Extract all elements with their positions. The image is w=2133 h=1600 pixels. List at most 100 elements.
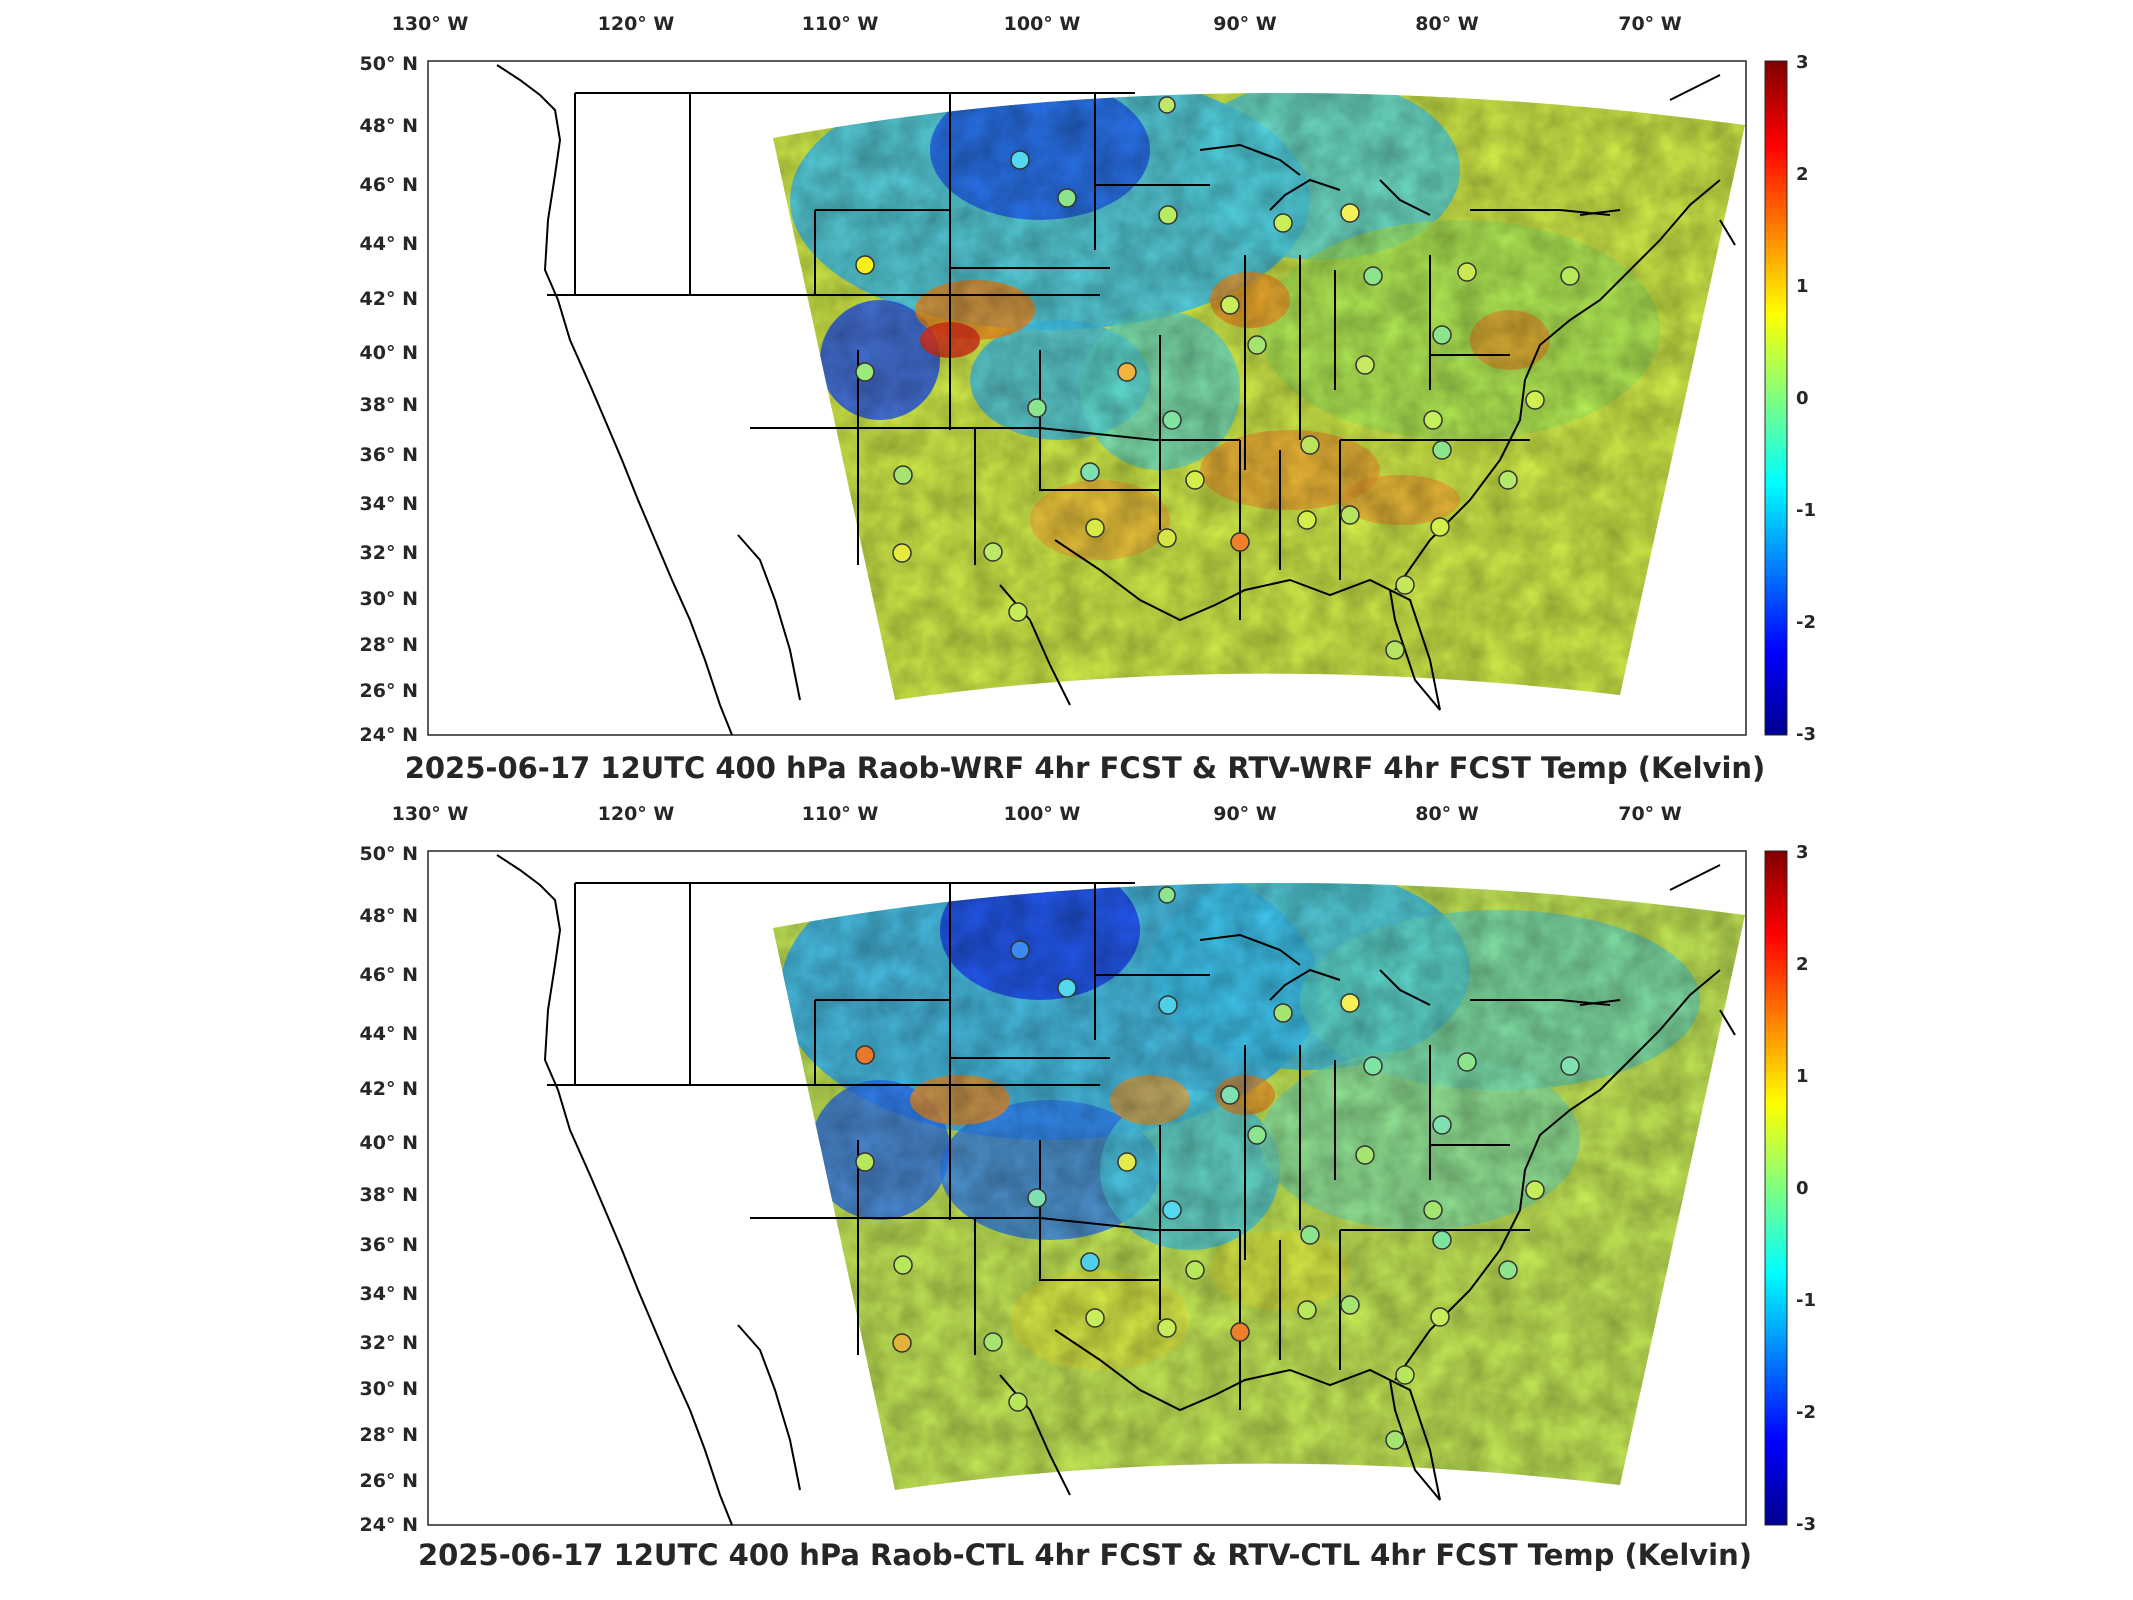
colorbar-tick-label: 2 <box>1796 164 1809 185</box>
station-marker <box>1158 886 1176 904</box>
station-marker <box>1085 1308 1105 1328</box>
colorbar-tick-label: 2 <box>1796 954 1809 975</box>
station-marker <box>1117 1152 1137 1172</box>
station-marker <box>1300 435 1320 455</box>
station-marker <box>1340 1295 1360 1315</box>
station-marker <box>1008 602 1028 622</box>
lat-tick-label: 32° N <box>360 542 418 564</box>
colorbar-tick-label: 1 <box>1796 1066 1809 1087</box>
lat-tick-label: 42° N <box>360 1078 418 1100</box>
station-marker <box>1185 1260 1205 1280</box>
station-marker <box>1395 1365 1415 1385</box>
station-marker <box>1457 1052 1477 1072</box>
station-marker <box>1010 940 1030 960</box>
colorbar-tick-label: -3 <box>1796 1514 1816 1535</box>
temperature-difference-field <box>773 92 1745 700</box>
station-marker <box>1355 355 1375 375</box>
station-marker <box>1423 410 1443 430</box>
station-marker <box>1363 266 1383 286</box>
station-marker <box>1027 398 1047 418</box>
station-marker <box>1395 575 1415 595</box>
lat-tick-label: 38° N <box>360 394 418 416</box>
lat-tick-label: 26° N <box>360 680 418 702</box>
station-marker <box>855 362 875 382</box>
colorbar-tick-label: -3 <box>1796 724 1816 745</box>
station-marker <box>1340 203 1360 223</box>
lat-tick-label: 46° N <box>360 174 418 196</box>
lon-tick-label: 130° W <box>392 803 469 825</box>
longitude-ticks: 130° W 120° W 110° W 100° W 90° W 80° W … <box>392 13 1682 35</box>
station-marker <box>1230 532 1250 552</box>
station-marker <box>1340 505 1360 525</box>
station-marker <box>1432 1115 1452 1135</box>
station-marker <box>1457 262 1477 282</box>
panel-title: 2025-06-17 12UTC 400 hPa Raob-CTL 4hr FC… <box>418 1538 1752 1572</box>
lat-tick-label: 40° N <box>360 342 418 364</box>
lat-tick-label: 28° N <box>360 634 418 656</box>
colorbar-tick-label: 0 <box>1796 388 1809 409</box>
station-marker <box>1297 1300 1317 1320</box>
station-marker <box>1432 1230 1452 1250</box>
colorbar-tick-label: 1 <box>1796 276 1809 297</box>
station-marker <box>855 1152 875 1172</box>
lat-tick-label: 26° N <box>360 1470 418 1492</box>
lat-tick-label: 46° N <box>360 964 418 986</box>
station-marker <box>983 542 1003 562</box>
station-marker <box>1162 410 1182 430</box>
station-marker <box>1080 462 1100 482</box>
station-marker <box>1220 295 1240 315</box>
station-marker <box>893 465 913 485</box>
lat-tick-label: 48° N <box>360 115 418 137</box>
station-marker <box>892 1333 912 1353</box>
raob-stations <box>855 96 1580 660</box>
lat-tick-label: 28° N <box>360 1424 418 1446</box>
lon-tick-label: 90° W <box>1213 13 1277 35</box>
station-marker <box>1027 1188 1047 1208</box>
station-marker <box>1162 1200 1182 1220</box>
panel-top: 130° W 120° W 110° W 100° W 90° W 80° W … <box>360 13 1816 785</box>
lat-tick-label: 44° N <box>360 233 418 255</box>
coastline-and-borders <box>496 64 1736 736</box>
station-marker <box>893 1255 913 1275</box>
lat-tick-label: 30° N <box>360 588 418 610</box>
colorbar-tick-label: 0 <box>1796 1178 1809 1199</box>
lat-tick-label: 42° N <box>360 288 418 310</box>
station-marker <box>1158 96 1176 114</box>
station-marker <box>1385 640 1405 660</box>
lon-tick-label: 120° W <box>598 803 675 825</box>
station-marker <box>1430 517 1450 537</box>
station-marker <box>1157 528 1177 548</box>
coastline-and-borders <box>496 854 1736 1526</box>
lat-tick-label: 32° N <box>360 1332 418 1354</box>
station-marker <box>1158 205 1178 225</box>
station-marker <box>1057 188 1077 208</box>
station-marker <box>983 1332 1003 1352</box>
lon-tick-label: 130° W <box>392 13 469 35</box>
station-marker <box>1247 1125 1267 1145</box>
station-marker <box>855 255 875 275</box>
station-marker <box>1185 470 1205 490</box>
station-marker <box>1085 518 1105 538</box>
lon-tick-label: 80° W <box>1415 13 1479 35</box>
station-marker <box>1273 1003 1293 1023</box>
longitude-ticks: 130° W 120° W 110° W 100° W 90° W 80° W … <box>392 803 1682 825</box>
station-marker <box>1432 325 1452 345</box>
lat-tick-label: 24° N <box>360 724 418 746</box>
station-marker <box>1385 1430 1405 1450</box>
colorbar-tick-label: 3 <box>1796 842 1809 863</box>
colorbar-tick-label: -2 <box>1796 612 1816 633</box>
lat-tick-label: 48° N <box>360 905 418 927</box>
station-marker <box>1157 1318 1177 1338</box>
lat-tick-label: 50° N <box>360 53 418 75</box>
station-marker <box>1300 1225 1320 1245</box>
colorbar: 3 2 1 0 -1 -2 -3 <box>1764 52 1816 745</box>
station-marker <box>855 1045 875 1065</box>
temperature-difference-field <box>773 882 1745 1490</box>
colorbar-tick-label: -2 <box>1796 1402 1816 1423</box>
station-marker <box>1010 150 1030 170</box>
lat-tick-label: 34° N <box>360 493 418 515</box>
lon-tick-label: 70° W <box>1618 13 1682 35</box>
station-marker <box>1340 993 1360 1013</box>
station-marker <box>1117 362 1137 382</box>
